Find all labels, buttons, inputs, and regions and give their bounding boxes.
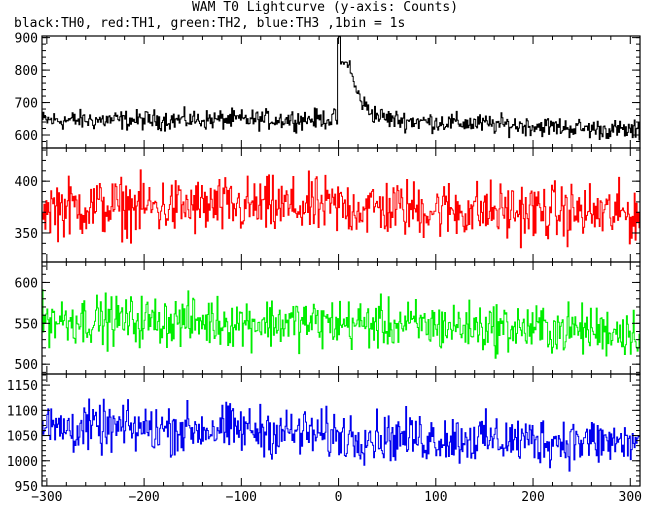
x-tick-label: −300 <box>31 490 62 505</box>
y-tick-label: 800 <box>15 64 38 79</box>
y-tick-label: 1150 <box>7 379 38 394</box>
x-tick-label: −100 <box>226 490 257 505</box>
x-tick-label: 100 <box>424 490 447 505</box>
y-tick-label: 1100 <box>7 404 38 419</box>
y-tick-label: 700 <box>15 97 38 112</box>
series-th2 <box>42 289 640 359</box>
y-tick-label: 350 <box>15 227 38 242</box>
x-tick-label: −200 <box>128 490 159 505</box>
y-tick-label: 400 <box>15 175 38 190</box>
y-tick-label: 600 <box>15 276 38 291</box>
y-tick-label: 950 <box>15 480 38 495</box>
chart-legend-text: black:TH0, red:TH1, green:TH2, blue:TH3 … <box>14 16 406 31</box>
x-tick-label: 300 <box>619 490 642 505</box>
x-tick-label: 200 <box>521 490 544 505</box>
y-tick-label: 900 <box>15 32 38 47</box>
y-tick-label: 1050 <box>7 430 38 445</box>
x-tick-label: 0 <box>335 490 343 505</box>
y-tick-label: 500 <box>15 358 38 373</box>
chart-title: WAM T0 Lightcurve (y-axis: Counts) <box>191 0 459 15</box>
series-th3 <box>42 398 640 472</box>
series-th1 <box>42 169 640 249</box>
y-tick-label: 1000 <box>7 455 38 470</box>
panel-frame-th3 <box>41 373 641 487</box>
series-th0 <box>42 36 640 141</box>
y-tick-label: 600 <box>15 129 38 144</box>
y-tick-label: 550 <box>15 317 38 332</box>
